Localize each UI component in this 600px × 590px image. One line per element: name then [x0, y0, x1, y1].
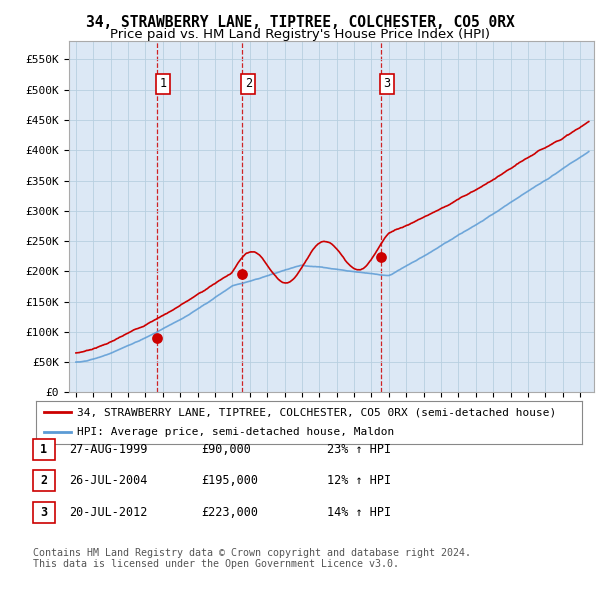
Text: 2: 2	[40, 474, 47, 487]
Text: 1: 1	[160, 77, 167, 90]
Text: £223,000: £223,000	[201, 506, 258, 519]
Text: 3: 3	[40, 506, 47, 519]
Text: £90,000: £90,000	[201, 443, 251, 456]
Text: 20-JUL-2012: 20-JUL-2012	[69, 506, 148, 519]
Text: Price paid vs. HM Land Registry's House Price Index (HPI): Price paid vs. HM Land Registry's House …	[110, 28, 490, 41]
Point	[152, 333, 161, 343]
Text: 12% ↑ HPI: 12% ↑ HPI	[327, 474, 391, 487]
Text: 1: 1	[40, 443, 47, 456]
Text: 2: 2	[245, 77, 252, 90]
Text: 3: 3	[383, 77, 391, 90]
Point	[238, 270, 247, 279]
Text: Contains HM Land Registry data © Crown copyright and database right 2024.
This d: Contains HM Land Registry data © Crown c…	[33, 548, 471, 569]
Text: £195,000: £195,000	[201, 474, 258, 487]
Point	[376, 253, 386, 262]
Text: 14% ↑ HPI: 14% ↑ HPI	[327, 506, 391, 519]
Text: 27-AUG-1999: 27-AUG-1999	[69, 443, 148, 456]
Text: 34, STRAWBERRY LANE, TIPTREE, COLCHESTER, CO5 0RX: 34, STRAWBERRY LANE, TIPTREE, COLCHESTER…	[86, 15, 514, 30]
Text: 26-JUL-2004: 26-JUL-2004	[69, 474, 148, 487]
Text: 34, STRAWBERRY LANE, TIPTREE, COLCHESTER, CO5 0RX (semi-detached house): 34, STRAWBERRY LANE, TIPTREE, COLCHESTER…	[77, 407, 556, 417]
Text: 23% ↑ HPI: 23% ↑ HPI	[327, 443, 391, 456]
Text: HPI: Average price, semi-detached house, Maldon: HPI: Average price, semi-detached house,…	[77, 427, 394, 437]
